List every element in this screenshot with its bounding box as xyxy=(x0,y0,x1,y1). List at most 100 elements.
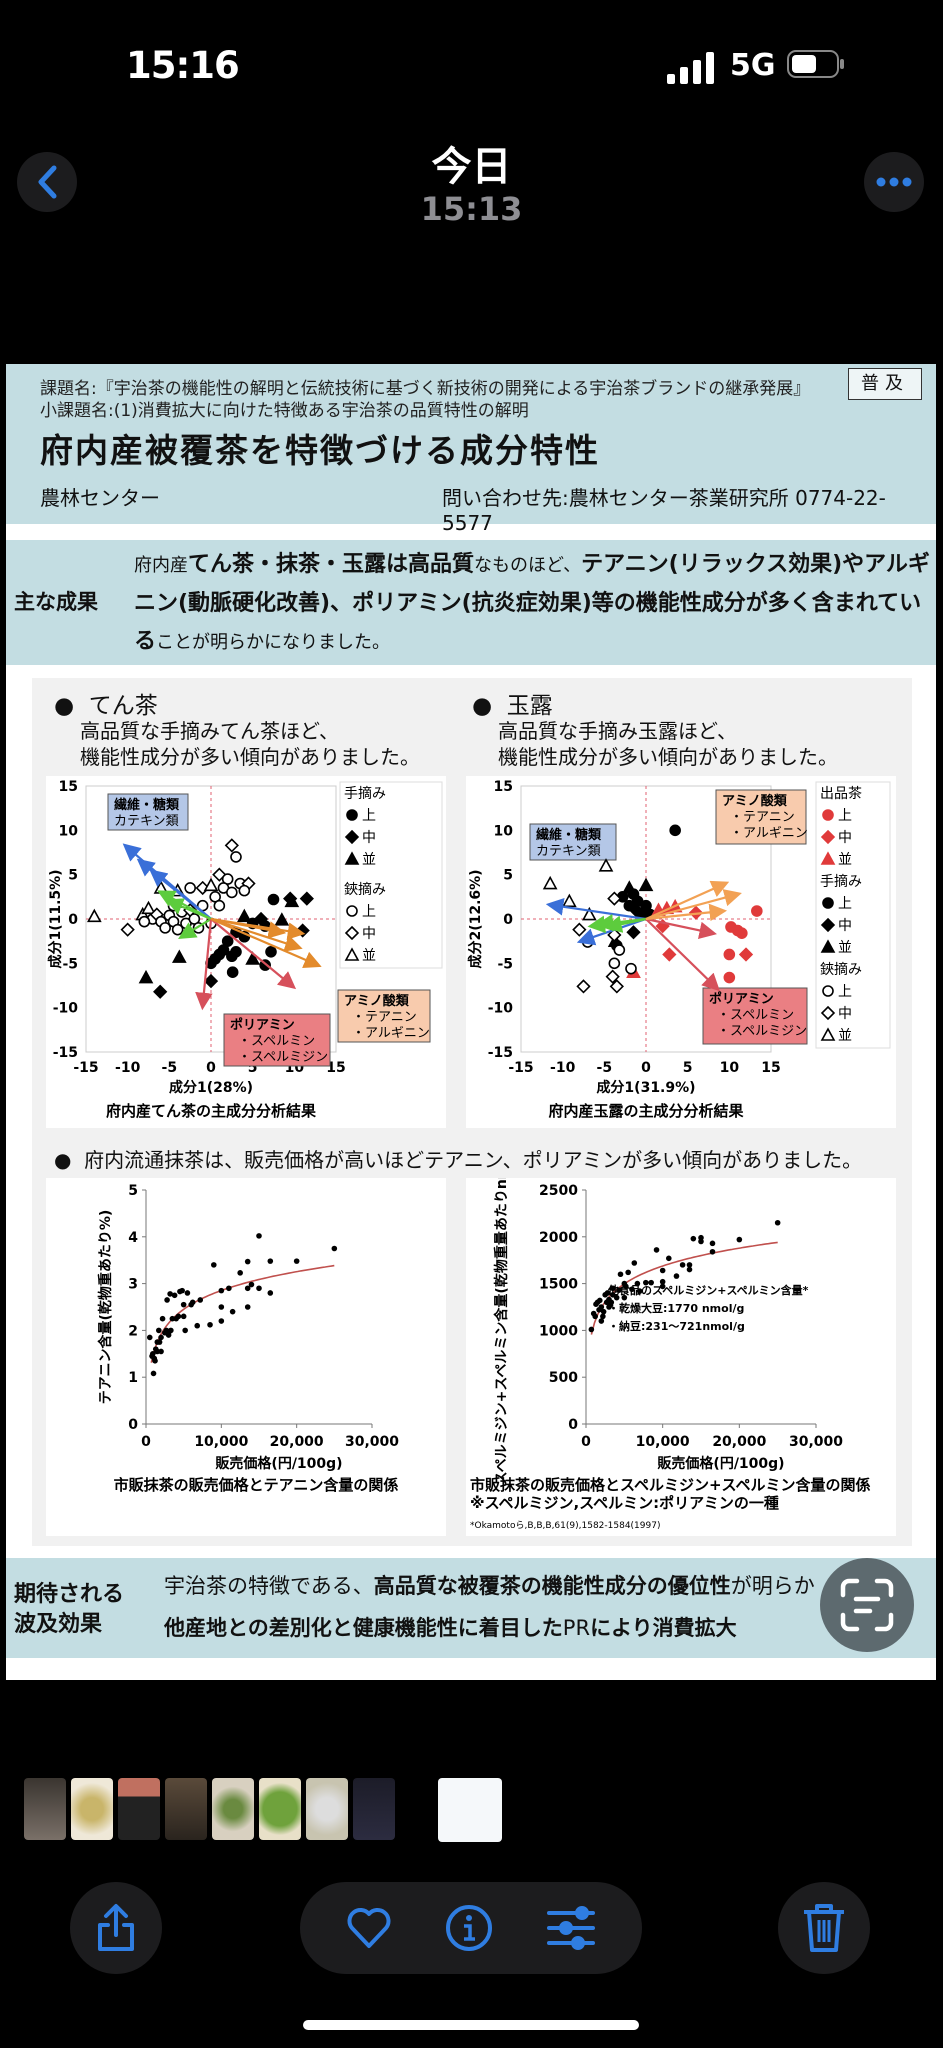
data-points xyxy=(542,824,763,994)
legend-entry-label: 中 xyxy=(362,830,376,846)
thumbnail[interactable] xyxy=(212,1778,254,1840)
loading-arrow xyxy=(645,889,742,921)
legend-group-label: 出品茶 xyxy=(820,786,862,802)
bullet-icon: ● xyxy=(472,693,507,719)
thumbnail-current[interactable] xyxy=(438,1778,502,1842)
data-point xyxy=(600,1313,606,1320)
data-point xyxy=(151,1355,158,1362)
x-tick-label: -5 xyxy=(597,1060,613,1076)
thumbnail[interactable] xyxy=(353,1778,395,1840)
annotation-text: ・アルギニン xyxy=(352,1026,430,1041)
data-point xyxy=(331,1245,338,1252)
data-point xyxy=(686,1262,693,1268)
trash-icon xyxy=(804,1904,844,1952)
y-tick-label: 5 xyxy=(128,1183,138,1199)
y-tick-label: 2000 xyxy=(539,1230,578,1246)
circle-marker xyxy=(822,809,834,821)
loading-arrow xyxy=(604,915,647,933)
data-point xyxy=(597,1297,603,1304)
loading-arrow xyxy=(210,918,297,990)
x-axis-label: 成分1(31.9%) xyxy=(596,1079,695,1096)
y-tick-label: 5 xyxy=(503,868,513,884)
data-point xyxy=(267,1290,274,1296)
data-point xyxy=(636,1288,643,1294)
heart-icon[interactable] xyxy=(346,1906,392,1950)
y-tick-label: -10 xyxy=(53,1001,79,1017)
home-indicator[interactable] xyxy=(303,2020,639,2030)
y-tick-label: 1500 xyxy=(539,1277,578,1293)
x-tick-label: 0 xyxy=(581,1434,591,1450)
thumbnail[interactable] xyxy=(24,1778,66,1840)
loading-arrow xyxy=(210,917,303,952)
data-point xyxy=(659,1283,666,1290)
circle-marker xyxy=(736,927,748,939)
tencha-heading-text: てん茶 xyxy=(88,693,158,719)
status-time: 15:16 xyxy=(126,44,240,87)
project-name: 課題名:『宇治茶の機能性の解明と伝統技術に基づく新技術の開発による宇治茶ブランド… xyxy=(40,379,811,399)
photo-document[interactable]: 課題名:『宇治茶の機能性の解明と伝統技術に基づく新技術の開発による宇治茶ブランド… xyxy=(6,364,936,1680)
gyokuro-heading-text: 玉露 xyxy=(506,693,553,719)
y-axis-label: 成分1(11.5%) xyxy=(47,869,64,968)
chevron-left-icon xyxy=(38,165,57,199)
legend-entry-label: 上 xyxy=(838,808,852,824)
annotation-box: ポリアミン・スペルミン・スペルミジン xyxy=(223,1013,331,1067)
circle-marker xyxy=(625,962,637,975)
x-tick-label: 5 xyxy=(683,1060,693,1076)
data-point xyxy=(698,1238,704,1245)
thumbnail[interactable] xyxy=(71,1778,113,1840)
share-icon xyxy=(98,1904,134,1951)
x-tick-label: 0 xyxy=(206,1060,216,1076)
back-button[interactable] xyxy=(17,152,77,212)
data-point xyxy=(608,1299,615,1306)
legend-box xyxy=(339,781,443,969)
data-point xyxy=(774,1219,781,1226)
share-button[interactable] xyxy=(70,1882,162,1974)
legend-entry-label: 並 xyxy=(838,940,852,956)
diamond-marker xyxy=(626,925,641,940)
effects-seg: PR xyxy=(562,1616,591,1640)
triangle-marker xyxy=(284,893,300,908)
loading-arrow xyxy=(210,917,287,939)
data-point xyxy=(180,1313,187,1320)
y-tick-label: 3 xyxy=(128,1277,138,1293)
legend-box xyxy=(815,781,891,1049)
thumbnail[interactable] xyxy=(165,1778,207,1840)
tencha-pca-svg: -15 -10 -5 0 5 10 15151050-5-10-15成分1(28%)成分1(… xyxy=(47,779,443,1120)
legend-entry-label: 上 xyxy=(838,984,852,1000)
expected-effects: 期待される 波及効果 宇治茶の特徴である、高品質な被覆茶の機能性成分の優位性が明ら… xyxy=(6,1558,936,1658)
x-tick-label: 10,000 xyxy=(194,1434,248,1450)
results-text: 府内産てん茶・抹茶・玉露は高品質なものほど、テアニン(リラックス効果)やアルギニ… xyxy=(134,546,934,662)
y-tick-label: 0 xyxy=(568,1417,578,1433)
data-point xyxy=(158,1334,164,1341)
delete-button[interactable] xyxy=(778,1882,870,1974)
effects-line-2: 他産地との差別化と健康機能性に着目したPRにより消費拡大 xyxy=(164,1612,737,1642)
y-tick-label: 0 xyxy=(503,912,513,928)
thumbnail[interactable] xyxy=(259,1778,301,1840)
cellular-signal-icon xyxy=(667,52,714,84)
x-tick-label: -10 xyxy=(550,1060,576,1076)
circle-marker xyxy=(669,824,681,837)
triangle-marker xyxy=(203,877,219,892)
loading-arrow xyxy=(165,898,212,921)
chart-caption: 市販抹茶の販売価格とテアニン含量の関係 xyxy=(114,1476,399,1494)
circle-marker xyxy=(608,957,621,970)
triangle-marker xyxy=(638,877,654,892)
y-axis-label: スペルミジン+スペルミン含量(乾物重量あたりnmol/g) xyxy=(493,1178,510,1485)
thumbnail-strip xyxy=(24,1778,395,1840)
info-icon[interactable] xyxy=(445,1904,493,1952)
data-point xyxy=(588,1326,595,1333)
data-point xyxy=(207,1321,213,1328)
document-title: 府内産被覆茶を特徴づける成分特性 xyxy=(40,431,600,470)
triangle-marker xyxy=(820,851,836,865)
thumbnail[interactable] xyxy=(306,1778,348,1840)
data-point xyxy=(659,1267,666,1274)
more-button[interactable] xyxy=(864,152,924,212)
results-seg: 府内産 xyxy=(134,555,188,576)
legend-entry-label: 上 xyxy=(362,904,376,920)
data-point xyxy=(182,1327,188,1334)
thumbnail[interactable] xyxy=(118,1778,160,1840)
triangle-marker xyxy=(138,969,154,984)
adjust-sliders-icon[interactable] xyxy=(546,1906,596,1950)
live-text-button[interactable] xyxy=(820,1558,914,1652)
